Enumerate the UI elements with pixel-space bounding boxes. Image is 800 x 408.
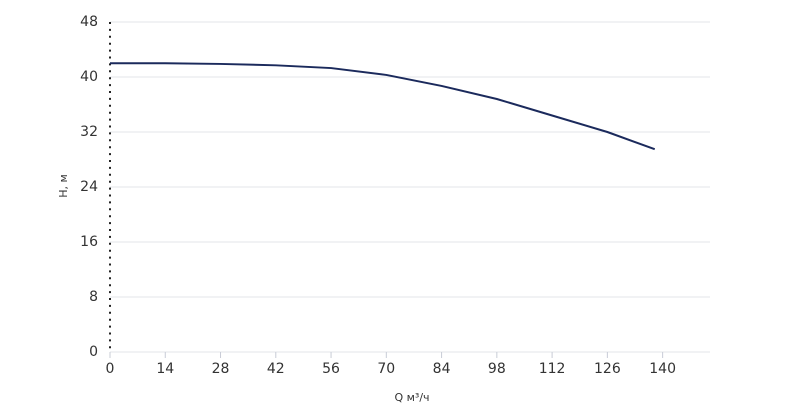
x-axis-label: Q м³/ч <box>394 391 429 404</box>
y-tick-label: 32 <box>80 124 98 140</box>
data-line <box>110 62 656 151</box>
x-tick-label: 28 <box>212 361 230 377</box>
x-tick-label: 126 <box>594 361 621 377</box>
y-tick-label: 16 <box>80 234 98 250</box>
x-tick-label: 112 <box>539 361 566 377</box>
x-tick-label: 0 <box>106 361 115 377</box>
y-tick-label: 24 <box>80 179 98 195</box>
x-tick-label: 84 <box>433 361 451 377</box>
y-tick-label: 0 <box>89 344 98 360</box>
x-tick-label: 14 <box>156 361 174 377</box>
y-tick-label: 48 <box>80 14 98 30</box>
x-tick-label: 70 <box>377 361 395 377</box>
y-tick-label: 8 <box>89 289 98 305</box>
x-tick-label: 56 <box>322 361 340 377</box>
x-tick-label: 42 <box>267 361 285 377</box>
y-tick-label: 40 <box>80 69 98 85</box>
x-tick-label: 140 <box>649 361 676 377</box>
x-tick-label: 98 <box>488 361 506 377</box>
y-axis-label: H, м <box>57 174 70 198</box>
